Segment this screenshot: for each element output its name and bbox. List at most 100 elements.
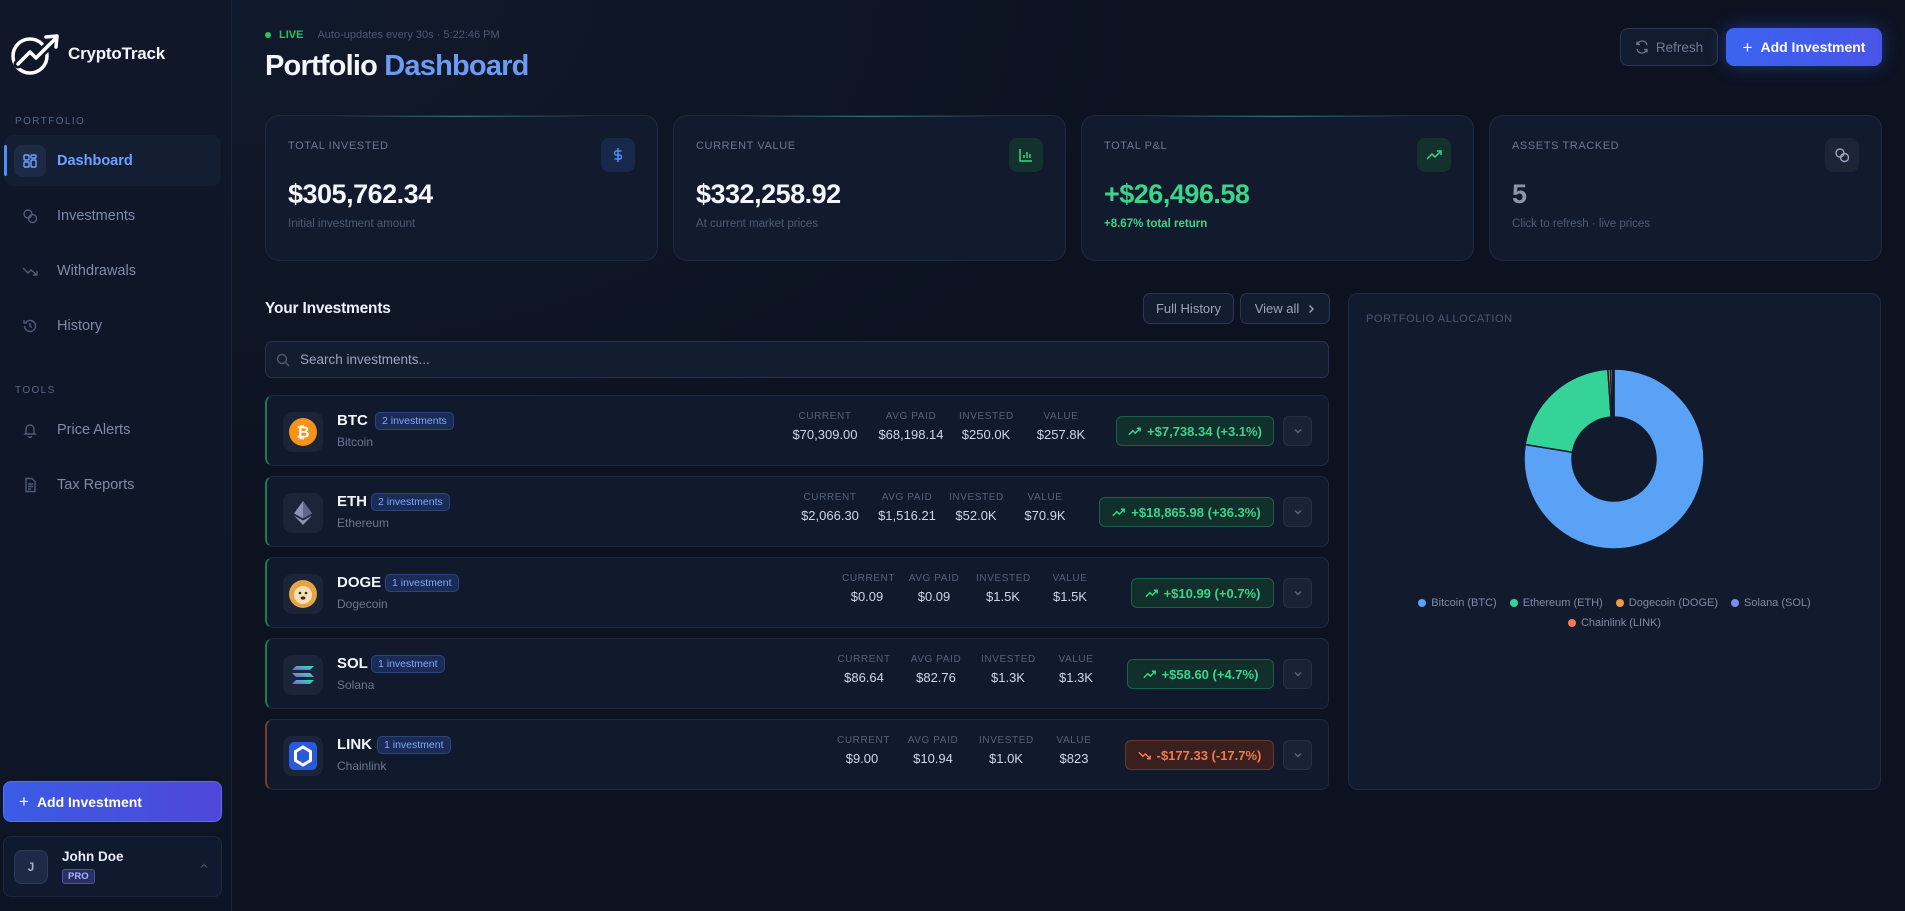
metric-current: CURRENT $2,066.30 [801,492,859,523]
donut-slice-chainlink-link[interactable] [1611,368,1615,418]
coins-icon [1825,138,1859,172]
sidebar-item-label: Tax Reports [57,476,135,493]
sidebar-item-label: History [57,317,103,334]
chevron-down-icon [1294,510,1301,515]
metric-avg-paid: AVG PAID $82.76 [910,654,962,685]
stats-row: TOTAL INVESTED $305,762.34 Initial inves… [265,115,1882,261]
metric-value: VALUE $257.8K [1036,411,1086,442]
avatar: J [14,849,48,884]
chevron-up-icon [200,863,208,868]
sidebar-item-label: Dashboard [57,152,133,169]
legend-swatch [1509,599,1518,607]
donut-slice-bitcoin-btc[interactable] [1523,368,1705,550]
brand[interactable]: CryptoTrack [0,0,231,78]
stat-label: TOTAL P&L [1104,140,1168,152]
plan-badge: PRO [62,869,95,884]
sidebar-item-investments[interactable]: Investments [4,190,221,241]
investment-row-link[interactable]: LINK 1 investment Chainlink CURRENT $9.00… [265,719,1329,790]
legend-swatch [1418,599,1427,607]
pnl-badge: +$7,738.34 (+3.1%) [1116,416,1274,446]
trending-up-icon [1128,427,1141,435]
stat-card-current-value: CURRENT VALUE $332,258.92 At current mar… [673,115,1066,261]
trending-up-icon [1144,589,1158,597]
sidebar: CryptoTrack PORTFOLIO Dashboard Investme… [0,0,232,911]
legend-item-ethereum-eth[interactable]: Ethereum (ETH) [1509,597,1603,609]
coin-symbol: LINK [337,736,372,753]
coin-symbol: BTC [337,412,368,429]
dollar-icon [601,138,635,172]
donut-slice-ethereum-eth[interactable] [1524,368,1612,454]
legend-item-solana-sol[interactable]: Solana (SOL) [1731,597,1811,609]
investment-count-badge: 1 investment [385,574,459,592]
button-label: Add Investment [36,793,142,810]
view-all-button[interactable]: View all [1240,293,1330,324]
stat-label: TOTAL INVESTED [288,140,389,152]
legend-item-chainlink-link[interactable]: Chainlink (LINK) [1567,617,1662,629]
legend-item-bitcoin-btc[interactable]: Bitcoin (BTC) [1418,597,1497,609]
expand-button[interactable] [1283,740,1312,770]
metric-value: VALUE $1.3K [1058,654,1094,685]
investment-count-badge: 1 investment [371,655,445,673]
sidebar-item-dashboard[interactable]: Dashboard [4,135,221,186]
stat-sub: At current market prices [696,218,819,230]
metric-avg-paid: AVG PAID $0.09 [908,573,960,604]
legend-label: Chainlink (LINK) [1580,617,1662,629]
button-label: Add Investment [1760,39,1866,55]
legend-label: Solana (SOL) [1744,597,1811,609]
stat-sub: Click to refresh · live prices [1512,218,1651,230]
allocation-legend: Bitcoin (BTC) Ethereum (ETH) Dogecoin (DOG… [1349,597,1880,629]
expand-button[interactable] [1283,659,1312,689]
metrics: CURRENT $86.64 AVG PAID $82.76 INVESTED $1.… [837,654,1117,685]
sidebar-item-withdrawals[interactable]: Withdrawals [4,245,221,296]
metric-current: CURRENT $9.00 [837,735,891,766]
investment-row-eth[interactable]: ETH 2 investments Ethereum CURRENT $2,066… [265,476,1329,547]
plus-icon: + [19,792,29,811]
investment-row-doge[interactable]: DOGE 1 investment Dogecoin CURRENT $0.09 … [265,557,1329,628]
user-info: John Doe PRO [62,849,124,884]
add-investment-button[interactable]: + Add Investment [1726,28,1882,66]
metric-avg-paid: AVG PAID $10.94 [907,735,959,766]
stat-card-total-pnl: TOTAL P&L +$26,496.58 +8.67% total retur… [1081,115,1474,261]
search-icon [276,353,290,366]
sidebar-item-price-alerts[interactable]: Price Alerts [4,404,221,455]
stat-sub: Initial investment amount [288,218,416,230]
coins-icon [14,200,46,232]
chevron-down-icon [1294,753,1301,758]
sidebar-add-investment-button[interactable]: + Add Investment [3,781,222,822]
sidebar-item-history[interactable]: History [4,300,221,351]
coin-symbol: SOL [337,655,368,672]
metrics: CURRENT $70,309.00 AVG PAID $68,198.14 INV… [787,411,1109,442]
sidebar-item-tax-reports[interactable]: Tax Reports [4,459,221,510]
logo-icon [11,33,61,75]
coin-name: Ethereum [337,516,390,530]
section-label-portfolio: PORTFOLIO [15,116,86,127]
investment-count-badge: 1 investment [377,736,451,754]
ethereum-icon [283,493,323,533]
stat-value: 5 [1512,179,1527,209]
legend-label: Dogecoin (DOGE) [1628,597,1719,609]
bell-icon [14,414,46,446]
search-input[interactable] [300,352,1280,367]
investment-row-btc[interactable]: ₿ BTC 2 investments Bitcoin CURRENT $70,3… [265,395,1329,466]
stat-card-assets-tracked[interactable]: ASSETS TRACKED 5 Click to refresh · live… [1489,115,1882,261]
legend-item-dogecoin-doge[interactable]: Dogecoin (DOGE) [1615,597,1719,609]
refresh-button[interactable]: Refresh [1620,28,1718,66]
expand-button[interactable] [1283,578,1312,608]
stat-value: +$26,496.58 [1104,179,1250,209]
user-card[interactable]: J John Doe PRO [3,836,222,897]
stat-sub: +8.67% total return [1104,218,1208,230]
page-title: Portfolio Dashboard [265,50,529,83]
trending-down-icon [14,255,46,287]
legend-swatch [1615,599,1624,607]
metrics: CURRENT $2,066.30 AVG PAID $1,516.21 INVES… [795,492,1087,523]
full-history-button[interactable]: Full History [1143,293,1234,324]
expand-button[interactable] [1283,497,1312,527]
allocation-donut-chart [1523,368,1705,550]
sidebar-item-label: Investments [57,207,136,224]
expand-button[interactable] [1283,416,1312,446]
investment-row-sol[interactable]: SOL 1 investment Solana CURRENT $86.64 AV… [265,638,1329,709]
brand-name: CryptoTrack [68,44,166,63]
nav-tools: Price Alerts Tax Reports [0,404,231,510]
coin-name: Bitcoin [337,435,374,449]
stat-label: ASSETS TRACKED [1512,140,1620,152]
